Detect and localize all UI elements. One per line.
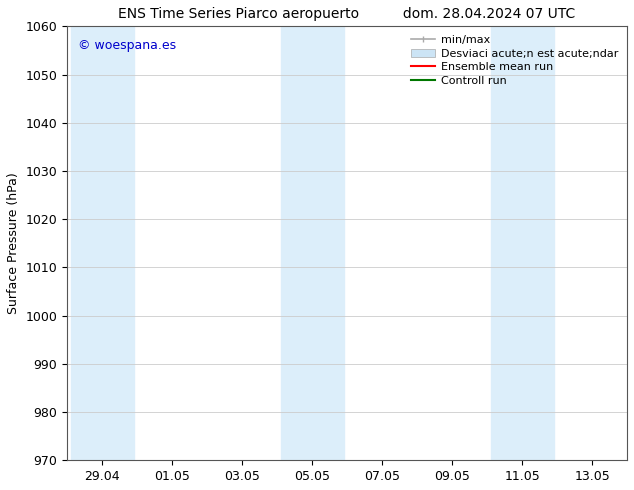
Y-axis label: Surface Pressure (hPa): Surface Pressure (hPa) — [7, 172, 20, 314]
Bar — [281, 26, 344, 460]
Text: © woespana.es: © woespana.es — [78, 39, 176, 52]
Legend: min/max, Desviaci acute;n est acute;ndar, Ensemble mean run, Controll run: min/max, Desviaci acute;n est acute;ndar… — [408, 32, 621, 89]
Title: ENS Time Series Piarco aeropuerto          dom. 28.04.2024 07 UTC: ENS Time Series Piarco aeropuerto dom. 2… — [119, 7, 576, 21]
Bar — [70, 26, 134, 460]
Bar — [491, 26, 553, 460]
